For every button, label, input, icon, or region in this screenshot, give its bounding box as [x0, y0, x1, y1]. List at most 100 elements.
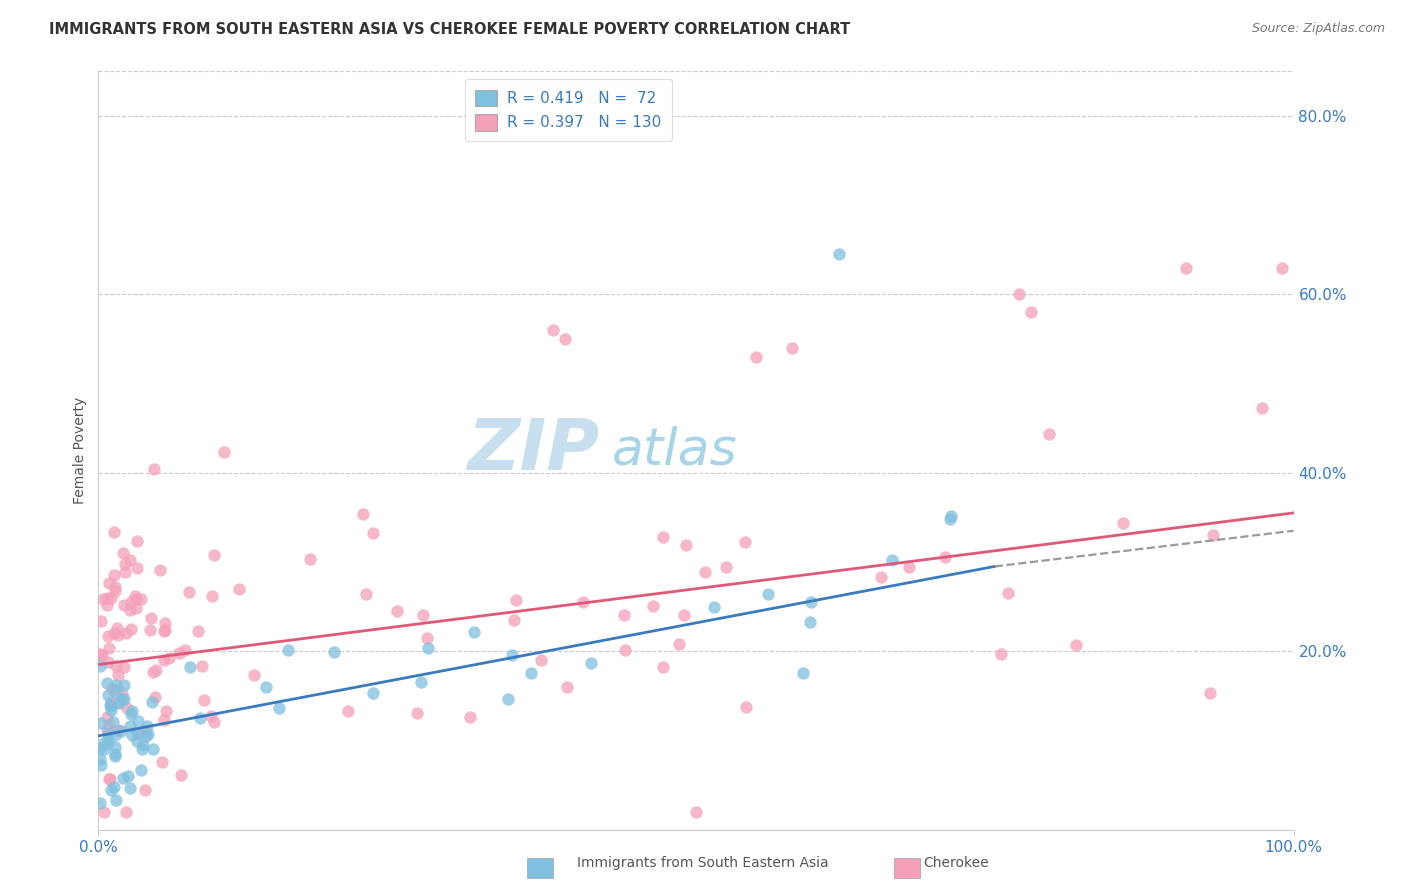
Point	[202, 715, 225, 730]
Point	[98, 640, 121, 655]
Point	[170, 768, 193, 782]
Point	[96, 723, 118, 738]
Point	[934, 550, 956, 565]
Point	[530, 653, 553, 667]
Point	[1019, 305, 1042, 319]
Point	[90, 716, 112, 731]
Point	[103, 568, 125, 582]
Point	[124, 601, 146, 615]
Point	[100, 703, 122, 717]
Y-axis label: Female Poverty: Female Poverty	[73, 397, 87, 504]
Point	[135, 719, 157, 733]
Point	[97, 688, 120, 702]
Point	[1175, 260, 1198, 275]
Point	[187, 624, 209, 638]
Point	[105, 678, 128, 692]
Text: Cherokee: Cherokee	[924, 855, 988, 870]
Point	[104, 685, 127, 699]
Point	[142, 741, 165, 756]
Point	[112, 659, 135, 673]
Point	[157, 651, 180, 665]
Point	[104, 749, 127, 764]
Point	[505, 592, 527, 607]
Point	[693, 565, 716, 579]
Point	[735, 700, 758, 714]
Point	[869, 570, 891, 584]
Point	[129, 592, 152, 607]
Text: IMMIGRANTS FROM SOUTH EASTERN ASIA VS CHEROKEE FEMALE POVERTY CORRELATION CHART: IMMIGRANTS FROM SOUTH EASTERN ASIA VS CH…	[49, 22, 851, 37]
Point	[939, 509, 962, 524]
Point	[997, 586, 1019, 600]
Point	[673, 607, 696, 622]
Point	[269, 701, 291, 715]
Point	[100, 782, 122, 797]
Point	[110, 723, 132, 738]
Point	[243, 668, 266, 682]
Point	[98, 772, 121, 787]
Point	[110, 692, 132, 706]
Point	[90, 758, 112, 772]
Point	[145, 663, 167, 677]
Point	[97, 725, 120, 739]
Point	[418, 641, 440, 656]
Point	[103, 682, 125, 697]
Point	[614, 642, 637, 657]
Point	[115, 701, 138, 715]
Point	[554, 332, 576, 346]
Point	[90, 614, 112, 628]
Point	[520, 665, 543, 680]
Point	[756, 587, 779, 601]
Point	[121, 728, 143, 742]
Point	[120, 706, 142, 721]
Point	[685, 805, 707, 819]
Point	[939, 512, 962, 526]
Point	[299, 552, 322, 566]
Point	[100, 694, 122, 708]
Point	[97, 716, 120, 731]
Point	[103, 780, 125, 794]
Point	[114, 805, 136, 819]
Point	[131, 741, 153, 756]
Point	[103, 625, 125, 640]
Point	[97, 629, 120, 643]
Point	[96, 709, 118, 723]
Point	[1251, 401, 1274, 415]
Point	[135, 729, 157, 743]
Point	[89, 658, 111, 673]
Point	[114, 566, 136, 580]
Point	[188, 710, 211, 724]
Point	[112, 692, 135, 706]
Point	[202, 548, 225, 562]
Point	[412, 607, 434, 622]
Point	[361, 686, 384, 700]
Point	[167, 646, 190, 660]
Point	[120, 602, 142, 616]
Point	[828, 247, 851, 261]
Point	[114, 557, 136, 571]
Point	[127, 714, 149, 728]
Point	[153, 713, 176, 727]
Point	[1064, 638, 1087, 652]
Point	[411, 675, 433, 690]
Point	[136, 726, 159, 740]
Point	[200, 709, 222, 723]
Point	[105, 621, 128, 635]
Point	[89, 741, 111, 756]
Point	[91, 591, 114, 606]
Point	[127, 533, 149, 548]
Point	[125, 592, 148, 607]
Point	[1199, 686, 1222, 700]
Point	[463, 625, 485, 640]
Point	[799, 615, 821, 629]
Point	[89, 796, 111, 810]
Point	[652, 660, 675, 674]
Point	[98, 698, 121, 712]
Point	[1038, 427, 1060, 442]
Point	[353, 507, 375, 521]
Point	[703, 600, 725, 615]
Point	[105, 658, 128, 673]
Point	[1112, 516, 1135, 531]
Point	[93, 805, 115, 819]
Point	[174, 643, 197, 657]
Text: Immigrants from South Eastern Asia: Immigrants from South Eastern Asia	[578, 855, 828, 870]
